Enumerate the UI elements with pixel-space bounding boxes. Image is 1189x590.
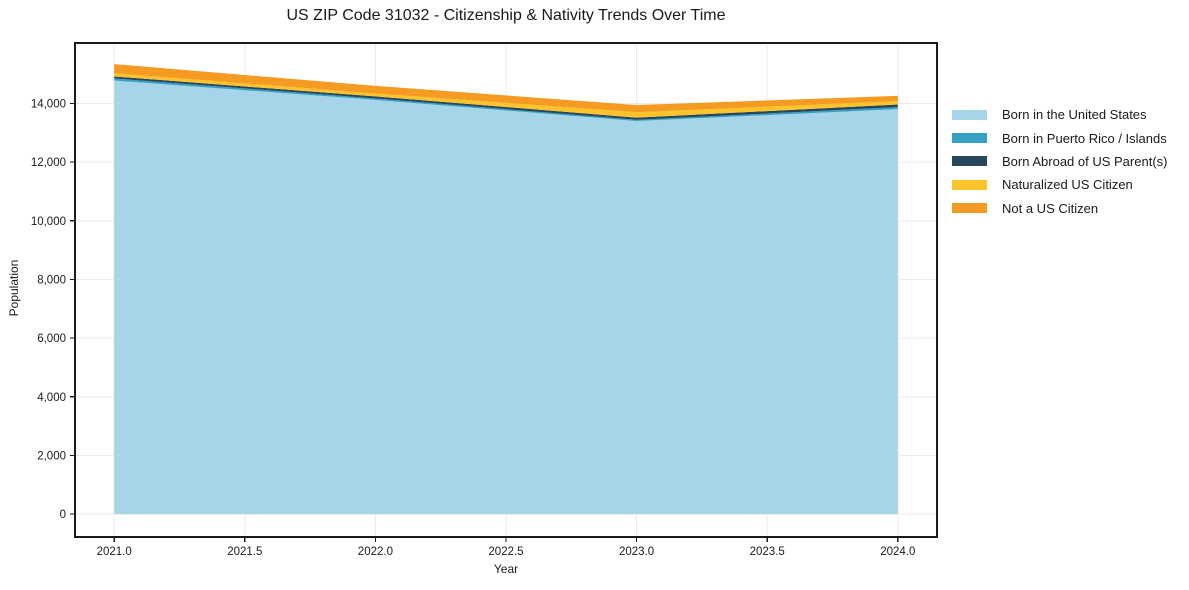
y-tick-label: 14,000 <box>31 98 66 110</box>
legend-label: Born in Puerto Rico / Islands <box>1002 130 1167 146</box>
legend-swatch <box>952 203 987 214</box>
area-series <box>114 80 898 515</box>
x-tick-label: 2024.0 <box>880 546 915 558</box>
legend-item: Born in the United States <box>952 103 1167 126</box>
y-tick-label: 0 <box>60 509 66 521</box>
legend: Born in the United States Born in Puerto … <box>952 103 1167 220</box>
legend-item: Born in Puerto Rico / Islands <box>952 126 1167 149</box>
y-tick-label: 8,000 <box>37 274 66 286</box>
area-series <box>114 64 898 113</box>
legend-item: Naturalized US Citizen <box>952 173 1167 196</box>
legend-label: Naturalized US Citizen <box>1002 177 1133 193</box>
legend-item: Not a US Citizen <box>952 197 1167 220</box>
y-tick-label: 2,000 <box>37 450 66 462</box>
legend-swatch <box>952 156 987 167</box>
legend-item: Born Abroad of US Parent(s) <box>952 150 1167 173</box>
x-tick-label: 2022.0 <box>358 546 393 558</box>
legend-label: Born in the United States <box>1002 107 1147 123</box>
chart-title: US ZIP Code 31032 - Citizenship & Nativi… <box>286 7 726 24</box>
legend-swatch <box>952 109 987 120</box>
y-tick-label: 4,000 <box>37 392 66 404</box>
x-tick-label: 2021.0 <box>97 546 132 558</box>
legend-swatch <box>952 133 987 144</box>
y-axis-label: Population <box>7 259 21 317</box>
y-tick-label: 10,000 <box>31 216 66 228</box>
legend-swatch <box>952 179 987 190</box>
x-tick-label: 2021.5 <box>227 546 262 558</box>
x-tick-label: 2022.5 <box>488 546 523 558</box>
x-tick-label: 2023.5 <box>750 546 785 558</box>
x-axis-label: Year <box>493 562 519 576</box>
legend-label: Born Abroad of US Parent(s) <box>1002 153 1168 169</box>
x-tick-label: 2023.0 <box>619 546 654 558</box>
legend-label: Not a US Citizen <box>1002 200 1099 216</box>
y-tick-label: 12,000 <box>31 157 66 169</box>
y-tick-label: 6,000 <box>37 333 66 345</box>
